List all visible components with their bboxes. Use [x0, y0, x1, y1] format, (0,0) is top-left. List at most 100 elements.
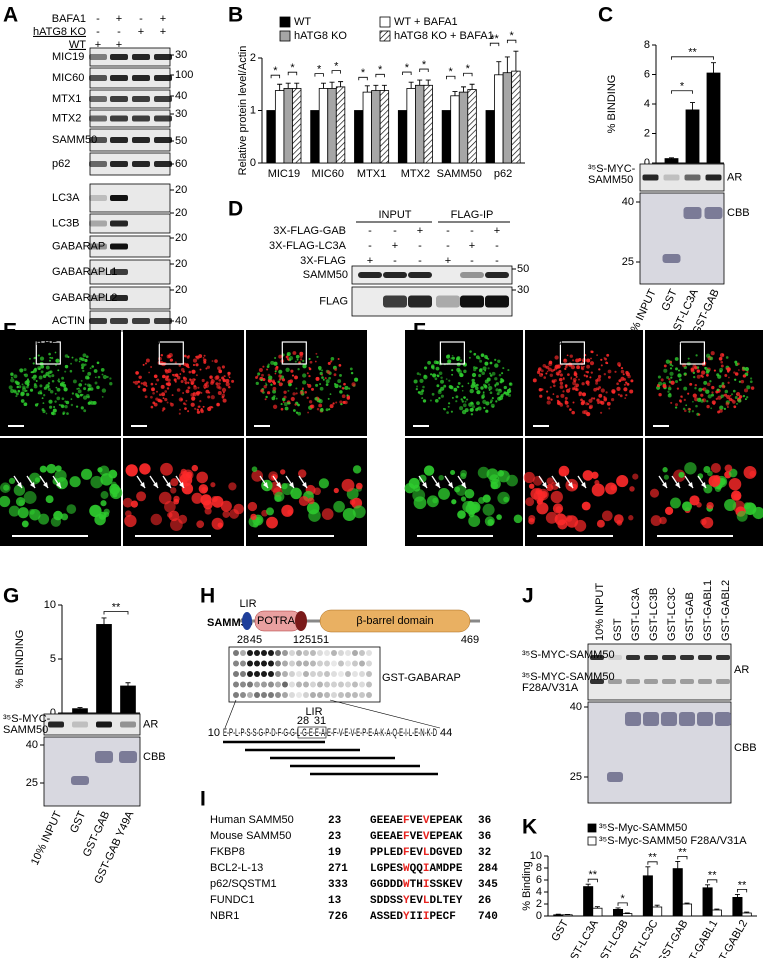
signal-dot	[185, 389, 190, 394]
signal-dot	[307, 497, 315, 505]
barrel-domain	[319, 609, 471, 633]
signal-dot	[179, 408, 181, 411]
y-tick-label: 2	[536, 898, 542, 910]
signal-dot	[17, 507, 29, 519]
marker-label: 40	[175, 315, 187, 327]
signal-dot	[253, 522, 259, 528]
spot	[352, 692, 358, 698]
significance-label: **	[648, 852, 657, 864]
signal-dot	[255, 381, 259, 386]
signal-dot	[548, 360, 553, 365]
signal-dot	[160, 353, 164, 357]
signal-dot	[354, 377, 359, 382]
significance-bracket	[617, 902, 628, 906]
signal-dot	[719, 370, 722, 373]
signal-dot	[490, 478, 501, 490]
x-tick-label: 10% INPUT	[29, 809, 65, 867]
significance-bracket	[419, 68, 429, 73]
signal-dot	[195, 374, 198, 377]
signal-dot	[610, 484, 617, 491]
error-bar	[675, 860, 681, 869]
end-position: 36	[478, 831, 491, 843]
signal-dot	[74, 358, 78, 362]
signal-dot	[311, 387, 314, 391]
signal-dot	[283, 395, 287, 399]
signal-dot	[667, 386, 672, 391]
spot	[282, 671, 288, 677]
signal-dot	[82, 353, 87, 358]
signal-dot	[200, 391, 203, 394]
residue: ASSED	[370, 911, 403, 923]
band	[680, 655, 694, 660]
signal-dot	[674, 357, 679, 361]
signal-dot	[449, 385, 454, 390]
significance-bracket	[375, 73, 385, 78]
signal-dot	[440, 386, 445, 391]
signal-dot	[295, 392, 298, 395]
band	[680, 679, 694, 684]
residue: Y	[403, 911, 410, 923]
band	[89, 195, 107, 201]
band	[110, 54, 128, 60]
signal-dot	[412, 488, 426, 502]
spot	[261, 671, 267, 677]
spot	[261, 692, 267, 698]
spot	[324, 650, 330, 656]
signal-dot	[684, 409, 687, 412]
signal-dot	[38, 513, 50, 525]
signal-dot	[295, 354, 300, 359]
signal-dot	[440, 394, 444, 398]
signal-dot	[339, 390, 343, 394]
signal-dot	[692, 400, 694, 403]
band	[408, 295, 432, 308]
gel	[43, 736, 141, 807]
band	[110, 96, 128, 102]
signal-dot	[55, 358, 60, 363]
panel-letter: C	[598, 4, 613, 27]
signal-dot	[710, 407, 713, 410]
band	[89, 220, 107, 227]
signal-dot	[182, 370, 185, 373]
signal-dot	[487, 383, 491, 386]
signal-dot	[30, 371, 33, 374]
bar	[592, 907, 603, 917]
position-label: 28	[237, 634, 249, 646]
bar	[681, 903, 693, 917]
signal-dot	[461, 385, 464, 388]
arrow-head	[56, 482, 61, 488]
signal-dot	[500, 394, 504, 398]
arrow-head	[542, 482, 547, 488]
bar	[379, 90, 390, 164]
signal-dot	[550, 398, 553, 401]
spot	[247, 650, 253, 656]
signal-dot	[142, 363, 145, 366]
spot	[233, 692, 239, 698]
signal-dot	[35, 380, 38, 382]
signal-dot	[700, 393, 704, 397]
signal-dot	[191, 492, 203, 504]
error-bar	[285, 82, 291, 89]
marker-label: 30	[517, 284, 529, 296]
signal-dot	[298, 469, 307, 478]
signal-dot	[657, 375, 661, 379]
band	[704, 207, 723, 219]
signal-dot	[272, 404, 278, 409]
residue: F	[403, 847, 410, 859]
marker-label: 20	[175, 207, 187, 219]
signal-dot	[482, 503, 495, 516]
significance-bracket	[737, 889, 748, 893]
signal-dot	[274, 491, 285, 502]
residue: QQ	[410, 863, 424, 875]
signal-dot	[79, 393, 83, 397]
band	[697, 712, 713, 726]
error-bar	[734, 893, 740, 898]
signal-dot	[204, 507, 212, 515]
arrow-head	[43, 482, 48, 488]
significance-bracket	[331, 70, 341, 74]
spot	[254, 681, 260, 688]
condition-sign: -	[470, 225, 474, 237]
signal-dot	[81, 357, 85, 362]
header: FLAG-IP	[451, 209, 494, 221]
signal-dot	[150, 366, 153, 368]
signal-dot	[145, 385, 148, 387]
